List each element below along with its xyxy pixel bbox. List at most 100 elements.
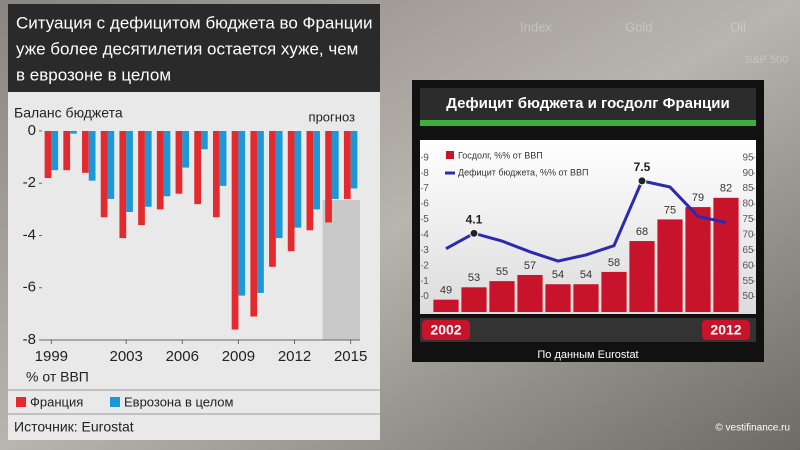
- background-label: Index: [520, 19, 552, 34]
- bar: [163, 131, 171, 197]
- legend-label: Госдолг, %% от ВВП: [458, 150, 543, 160]
- unit-label: % от ВВП: [26, 369, 89, 385]
- legend-swatch: [16, 397, 26, 407]
- legend-swatch: [110, 397, 120, 407]
- y2-tick-label: 70: [742, 229, 754, 240]
- bar-value-label: 55: [496, 266, 508, 278]
- legend-swatch: [446, 151, 454, 159]
- y-tick-label: -8: [23, 331, 36, 348]
- y2-tick-label: 95: [742, 152, 754, 163]
- bar: [238, 131, 246, 296]
- bar: [657, 219, 683, 312]
- chart-title: Дефицит бюджета и госдолг Франции: [446, 95, 729, 112]
- line-marker: [637, 176, 647, 186]
- bar: [433, 299, 459, 312]
- y-tick-label: 7: [423, 183, 429, 194]
- bar: [100, 131, 108, 218]
- bar: [275, 131, 283, 239]
- x-tick-pill: [702, 320, 750, 340]
- line-marker: [469, 228, 479, 238]
- y2-tick-label: 55: [742, 276, 754, 287]
- bar: [250, 131, 258, 317]
- legend-label: Франция: [30, 394, 83, 409]
- bar: [201, 131, 208, 150]
- bar: [517, 274, 543, 312]
- y-tick-label: 4: [423, 229, 429, 240]
- line-value-label: 7.5: [634, 160, 651, 174]
- time-ribbon: [420, 318, 756, 342]
- y2-tick-label: 65: [742, 245, 754, 256]
- y-tick-label: 0: [423, 291, 429, 302]
- bar-value-label: 54: [552, 269, 564, 281]
- bar: [489, 281, 515, 312]
- bar: [257, 131, 264, 293]
- y-tick-label: 1: [423, 276, 429, 287]
- background-label: Gold: [625, 19, 652, 34]
- background-label: S&P 500: [745, 54, 788, 66]
- bar: [219, 131, 227, 186]
- bar-value-label: 82: [720, 183, 732, 195]
- bar: [269, 131, 276, 267]
- legend-label: Еврозона в целом: [124, 394, 234, 409]
- bar: [545, 284, 571, 312]
- bar: [685, 207, 711, 312]
- bar: [629, 241, 655, 312]
- legend-label: Дефицит бюджета, %% от ВВП: [458, 167, 588, 177]
- background-label: Oil: [730, 19, 746, 34]
- bar: [175, 131, 183, 194]
- bar: [231, 131, 239, 330]
- x-tick-pill: [422, 320, 470, 340]
- y2-tick-label: 90: [742, 168, 754, 179]
- bar-value-label: 49: [440, 285, 452, 297]
- x-tick-label: 1999: [35, 348, 68, 365]
- bar: [350, 131, 358, 189]
- source: Источник: Eurostat: [14, 419, 134, 435]
- bar-value-label: 54: [580, 269, 592, 281]
- bar: [461, 287, 487, 312]
- bar: [156, 131, 164, 210]
- forecast-region: [322, 200, 360, 340]
- y-tick-label: -6: [23, 279, 36, 296]
- bar: [313, 131, 320, 210]
- y2-tick-label: 80: [742, 199, 754, 210]
- bar: [343, 131, 351, 199]
- y2-tick-label: 85: [742, 183, 754, 194]
- x-tick-label: 2003: [109, 348, 142, 365]
- bar-value-label: 53: [468, 272, 480, 284]
- x-tick-label: 2002: [430, 322, 461, 338]
- y-tick-label: 9: [423, 152, 429, 163]
- x-tick-label: 2015: [334, 348, 367, 365]
- line: [445, 179, 727, 263]
- bar: [601, 271, 627, 312]
- y2-tick-label: 60: [742, 260, 754, 271]
- bar-value-label: 75: [664, 204, 676, 216]
- x-tick-label: 2012: [278, 348, 311, 365]
- bar: [212, 131, 220, 218]
- bar: [573, 284, 599, 312]
- bar: [107, 131, 115, 199]
- bar: [70, 131, 77, 134]
- chart-title: в еврозоне в целом: [16, 65, 171, 84]
- bar: [82, 131, 89, 173]
- y-tick-label: -4: [23, 226, 36, 243]
- title-stripe: [420, 120, 756, 126]
- y2-tick-label: 75: [742, 214, 754, 225]
- y-tick-label: 2: [423, 260, 429, 271]
- bar: [306, 131, 314, 231]
- bar: [51, 131, 59, 171]
- bar: [119, 131, 127, 239]
- y2-tick-label: 50: [742, 291, 754, 302]
- y-axis-label: Баланс бюджета: [14, 105, 123, 121]
- x-tick-label: 2012: [710, 322, 741, 338]
- bar: [294, 131, 302, 228]
- annotation: прогноз: [309, 109, 356, 124]
- x-tick-label: 2006: [166, 348, 199, 365]
- bar: [287, 131, 295, 252]
- bar: [63, 131, 71, 171]
- chart-title: Ситуация с дефицитом бюджета во Франции: [16, 13, 373, 32]
- bar-value-label: 58: [608, 257, 620, 269]
- bar: [182, 131, 190, 168]
- bar: [126, 131, 133, 212]
- y-tick-label: -2: [23, 174, 36, 191]
